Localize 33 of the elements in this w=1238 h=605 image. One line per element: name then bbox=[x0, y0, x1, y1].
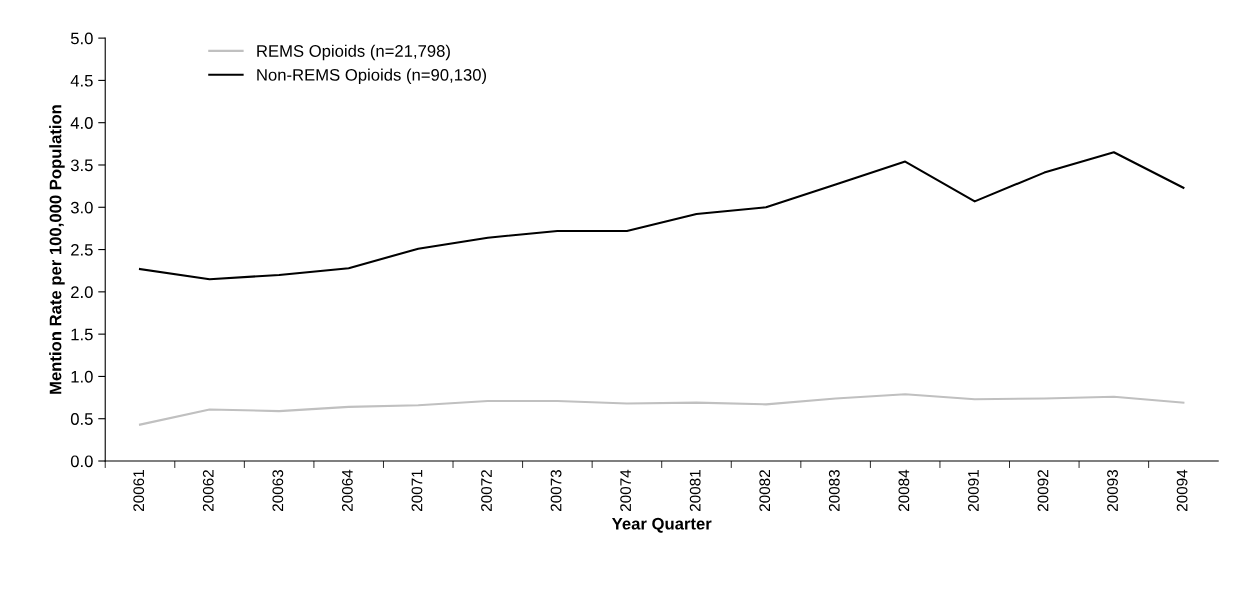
x-tick-label: 20093 bbox=[1107, 470, 1118, 512]
y-axis-title: Mention Rate per 100,000 Population bbox=[49, 105, 65, 394]
x-tick-label: 20063 bbox=[272, 470, 284, 512]
x-tick-label: 20081 bbox=[689, 470, 701, 512]
y-tick-label: 1.0 bbox=[71, 370, 93, 383]
y-tick-label: 5.0 bbox=[70, 32, 93, 45]
x-tick-label: 20084 bbox=[898, 469, 910, 512]
y-tick-label: 4.5 bbox=[70, 74, 93, 87]
x-tick-label: 20092 bbox=[1037, 470, 1049, 512]
y-tick-label: 1.5 bbox=[71, 328, 93, 341]
legend-label: Non-REMS Opioids (n=90,130) bbox=[257, 68, 487, 85]
y-tick-label: 0.0 bbox=[70, 455, 93, 468]
line-series bbox=[138, 151, 1185, 281]
x-tick-label: 20091 bbox=[968, 470, 979, 512]
y-tick-label: 0.5 bbox=[70, 413, 93, 425]
y-tick-label: 2.5 bbox=[71, 243, 93, 256]
x-tick-label: 20083 bbox=[828, 470, 840, 512]
x-axis-title: Year Quarter bbox=[611, 517, 712, 533]
x-tick-label: 20072 bbox=[481, 470, 492, 512]
y-tick-label: 3.5 bbox=[70, 159, 93, 172]
legend-label: REMS Opioids (n=21,798) bbox=[257, 44, 450, 61]
y-tick-label: 3.0 bbox=[70, 201, 93, 214]
x-tick-label: 20082 bbox=[759, 470, 771, 512]
x-tick-label: 20071 bbox=[411, 470, 423, 512]
x-tick-label: 20073 bbox=[550, 470, 562, 512]
x-tick-label: 20062 bbox=[202, 470, 214, 512]
x-tick-label: 20064 bbox=[341, 469, 353, 512]
y-tick-label: 4.0 bbox=[70, 117, 93, 129]
y-tick-label: 2.0 bbox=[71, 286, 93, 299]
x-tick-label: 20094 bbox=[1176, 469, 1188, 512]
x-tick-label: 20061 bbox=[133, 470, 145, 512]
line-series bbox=[138, 393, 1185, 426]
x-tick-label: 20074 bbox=[620, 469, 632, 512]
